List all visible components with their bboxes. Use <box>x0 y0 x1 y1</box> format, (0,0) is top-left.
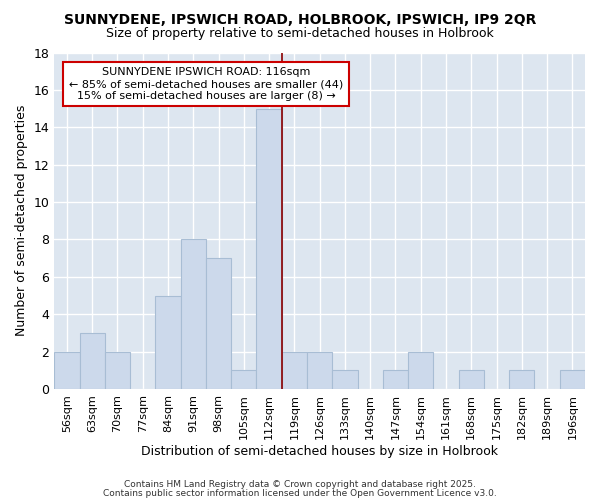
Bar <box>332 370 358 389</box>
Y-axis label: Number of semi-detached properties: Number of semi-detached properties <box>15 105 28 336</box>
Bar <box>458 370 484 389</box>
Text: SUNNYDENE IPSWICH ROAD: 116sqm
← 85% of semi-detached houses are smaller (44)
15: SUNNYDENE IPSWICH ROAD: 116sqm ← 85% of … <box>69 68 343 100</box>
Bar <box>509 370 535 389</box>
Bar <box>383 370 408 389</box>
X-axis label: Distribution of semi-detached houses by size in Holbrook: Distribution of semi-detached houses by … <box>141 444 498 458</box>
Bar <box>307 352 332 389</box>
Bar <box>560 370 585 389</box>
Bar <box>155 296 181 389</box>
Bar <box>231 370 256 389</box>
Bar <box>408 352 433 389</box>
Text: SUNNYDENE, IPSWICH ROAD, HOLBROOK, IPSWICH, IP9 2QR: SUNNYDENE, IPSWICH ROAD, HOLBROOK, IPSWI… <box>64 12 536 26</box>
Bar <box>256 108 282 389</box>
Text: Contains public sector information licensed under the Open Government Licence v3: Contains public sector information licen… <box>103 489 497 498</box>
Bar <box>54 352 80 389</box>
Text: Size of property relative to semi-detached houses in Holbrook: Size of property relative to semi-detach… <box>106 28 494 40</box>
Text: Contains HM Land Registry data © Crown copyright and database right 2025.: Contains HM Land Registry data © Crown c… <box>124 480 476 489</box>
Bar <box>181 240 206 389</box>
Bar <box>80 333 105 389</box>
Bar <box>206 258 231 389</box>
Bar <box>105 352 130 389</box>
Bar <box>282 352 307 389</box>
